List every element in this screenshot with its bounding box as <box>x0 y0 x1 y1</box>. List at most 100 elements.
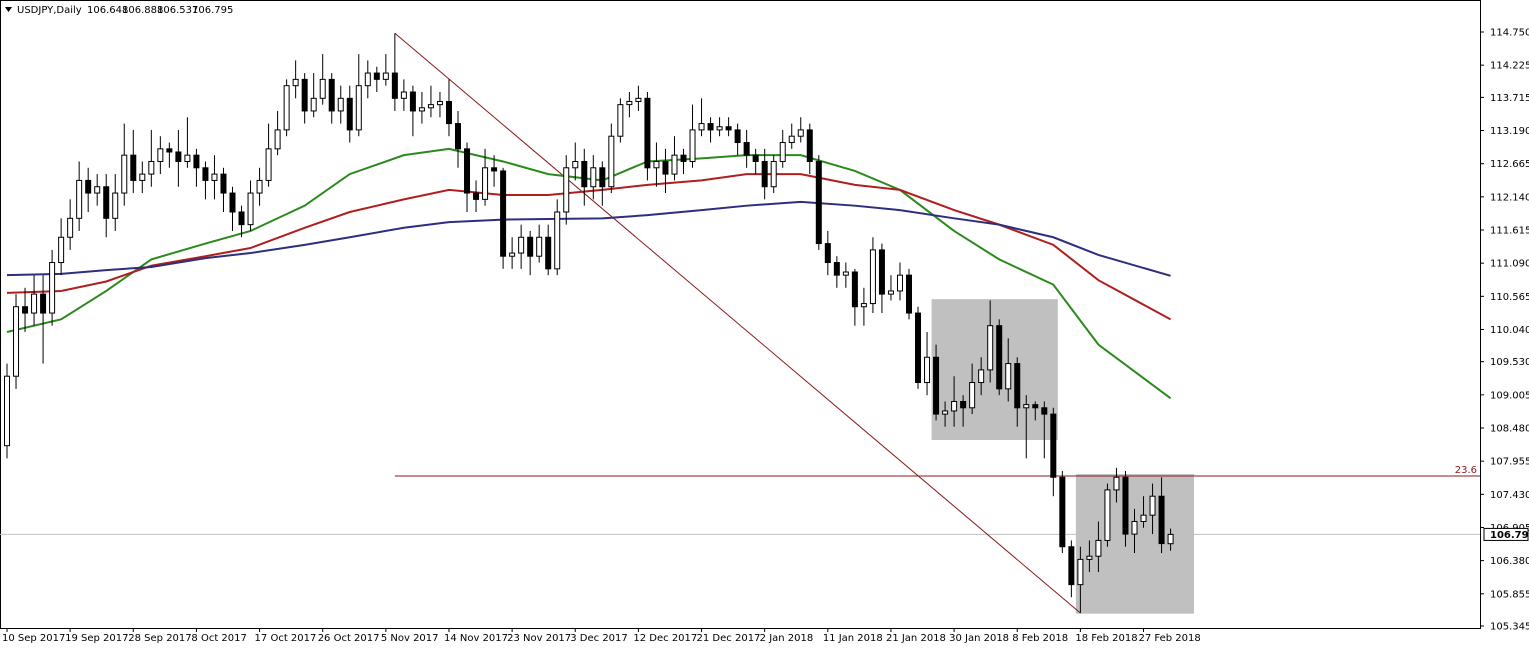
y-tick-label: 111.615 <box>1490 226 1529 237</box>
candle-body <box>85 179 92 194</box>
candle-body <box>906 274 912 314</box>
candle-body <box>184 154 191 162</box>
y-tick-label: 112.140 <box>1490 192 1529 203</box>
fib-label: 23.6 <box>1455 465 1477 476</box>
candle-body <box>635 97 642 102</box>
candle-body <box>1077 558 1084 586</box>
candle-body <box>1059 476 1066 548</box>
candle-body <box>581 160 588 188</box>
x-tick-label: 21 Jan 2018 <box>886 633 946 644</box>
candle-body <box>662 160 669 175</box>
candle-body <box>337 97 344 112</box>
x-tick-label: 18 Feb 2018 <box>1075 633 1137 644</box>
candle-body <box>617 104 624 137</box>
y-tick-label: 110.565 <box>1490 292 1529 303</box>
candle-body <box>860 303 867 308</box>
candle-body <box>166 148 173 153</box>
candle-body <box>851 271 858 308</box>
candle-body <box>933 356 940 415</box>
candle-body <box>94 186 101 194</box>
candle-body <box>1050 413 1057 478</box>
candle-body <box>626 100 633 106</box>
x-tick-label: 5 Nov 2017 <box>381 633 439 644</box>
candle-body <box>644 97 651 169</box>
candle-body <box>725 126 732 131</box>
moving-average <box>6 200 1171 277</box>
candle-body <box>1095 539 1102 557</box>
candle-body <box>355 85 362 131</box>
candle-body <box>1032 404 1039 409</box>
candle-body <box>734 129 741 144</box>
x-tick-label: 23 Nov 2017 <box>507 633 571 644</box>
candle-body <box>707 123 714 131</box>
candle-body <box>1113 476 1120 491</box>
y-tick-label: 114.750 <box>1490 28 1529 39</box>
x-tick-label: 28 Sep 2017 <box>128 633 191 644</box>
candle-body <box>139 173 146 181</box>
header-symbol: USDJPY,Daily <box>17 5 82 16</box>
candle-body <box>590 167 597 188</box>
y-tick-label: 113.715 <box>1490 93 1529 104</box>
candle-body <box>554 211 561 270</box>
candle-body <box>1122 476 1129 535</box>
candle-body <box>545 236 552 270</box>
candle-body <box>951 400 958 412</box>
candle-body <box>76 179 83 219</box>
candle-body <box>1041 407 1048 415</box>
candle-body <box>1104 489 1111 541</box>
price-label: 106.795 <box>1490 530 1529 541</box>
candle-body <box>4 375 10 447</box>
candle-body <box>896 274 903 292</box>
candle-body <box>157 148 164 162</box>
x-tick-label: 2 Jan 2018 <box>760 633 814 644</box>
candle-body <box>464 148 471 194</box>
candle-body <box>536 236 543 257</box>
candle-body <box>427 104 434 109</box>
candle-body <box>229 192 236 213</box>
candle-body <box>418 107 425 112</box>
candle-body <box>806 129 813 162</box>
candle-body <box>869 249 876 305</box>
highlight-box <box>931 299 1058 440</box>
candle-body <box>500 170 507 257</box>
candle-body <box>1131 520 1138 535</box>
header-close: 106.795 <box>192 5 233 16</box>
candle-body <box>1086 555 1093 560</box>
candle-body <box>716 126 723 131</box>
candle-body <box>761 160 768 188</box>
x-tick-label: 11 Jan 2018 <box>823 633 883 644</box>
x-tick-label: 14 Nov 2017 <box>444 633 508 644</box>
candle-body <box>58 236 65 264</box>
candle-body <box>301 78 308 112</box>
candle-body <box>960 400 967 409</box>
y-tick-label: 107.430 <box>1490 490 1529 501</box>
candle-body <box>112 192 119 219</box>
candle-body <box>1158 495 1165 545</box>
x-tick-label: 21 Dec 2017 <box>697 633 761 644</box>
candle-body <box>13 306 20 377</box>
candle-body <box>887 290 894 295</box>
x-tick-label: 12 Dec 2017 <box>633 633 697 644</box>
candle-body <box>238 211 245 226</box>
candle-body <box>202 167 209 181</box>
x-tick-label: 17 Oct 2017 <box>255 633 317 644</box>
candle-body <box>445 100 452 125</box>
x-tick-label: 8 Feb 2018 <box>1012 633 1068 644</box>
candle-body <box>491 167 498 172</box>
candle-body <box>455 123 461 150</box>
candle-body <box>518 236 525 254</box>
candle-body <box>292 78 299 87</box>
candle-body <box>482 167 489 200</box>
candle-body <box>211 173 218 181</box>
candle-body <box>346 97 353 131</box>
header-icon <box>5 7 12 12</box>
candle-body <box>31 293 38 314</box>
candle-body <box>969 382 976 409</box>
candle-body <box>22 306 29 314</box>
candle-body <box>1023 404 1030 409</box>
candle-body <box>842 271 849 276</box>
y-tick-label: 114.225 <box>1490 61 1529 72</box>
candle-body <box>256 179 263 194</box>
candle-body <box>987 325 994 371</box>
axis-layer: 114.750 114.225 113.715 113.190 112.665 112.1… <box>2 28 1529 645</box>
